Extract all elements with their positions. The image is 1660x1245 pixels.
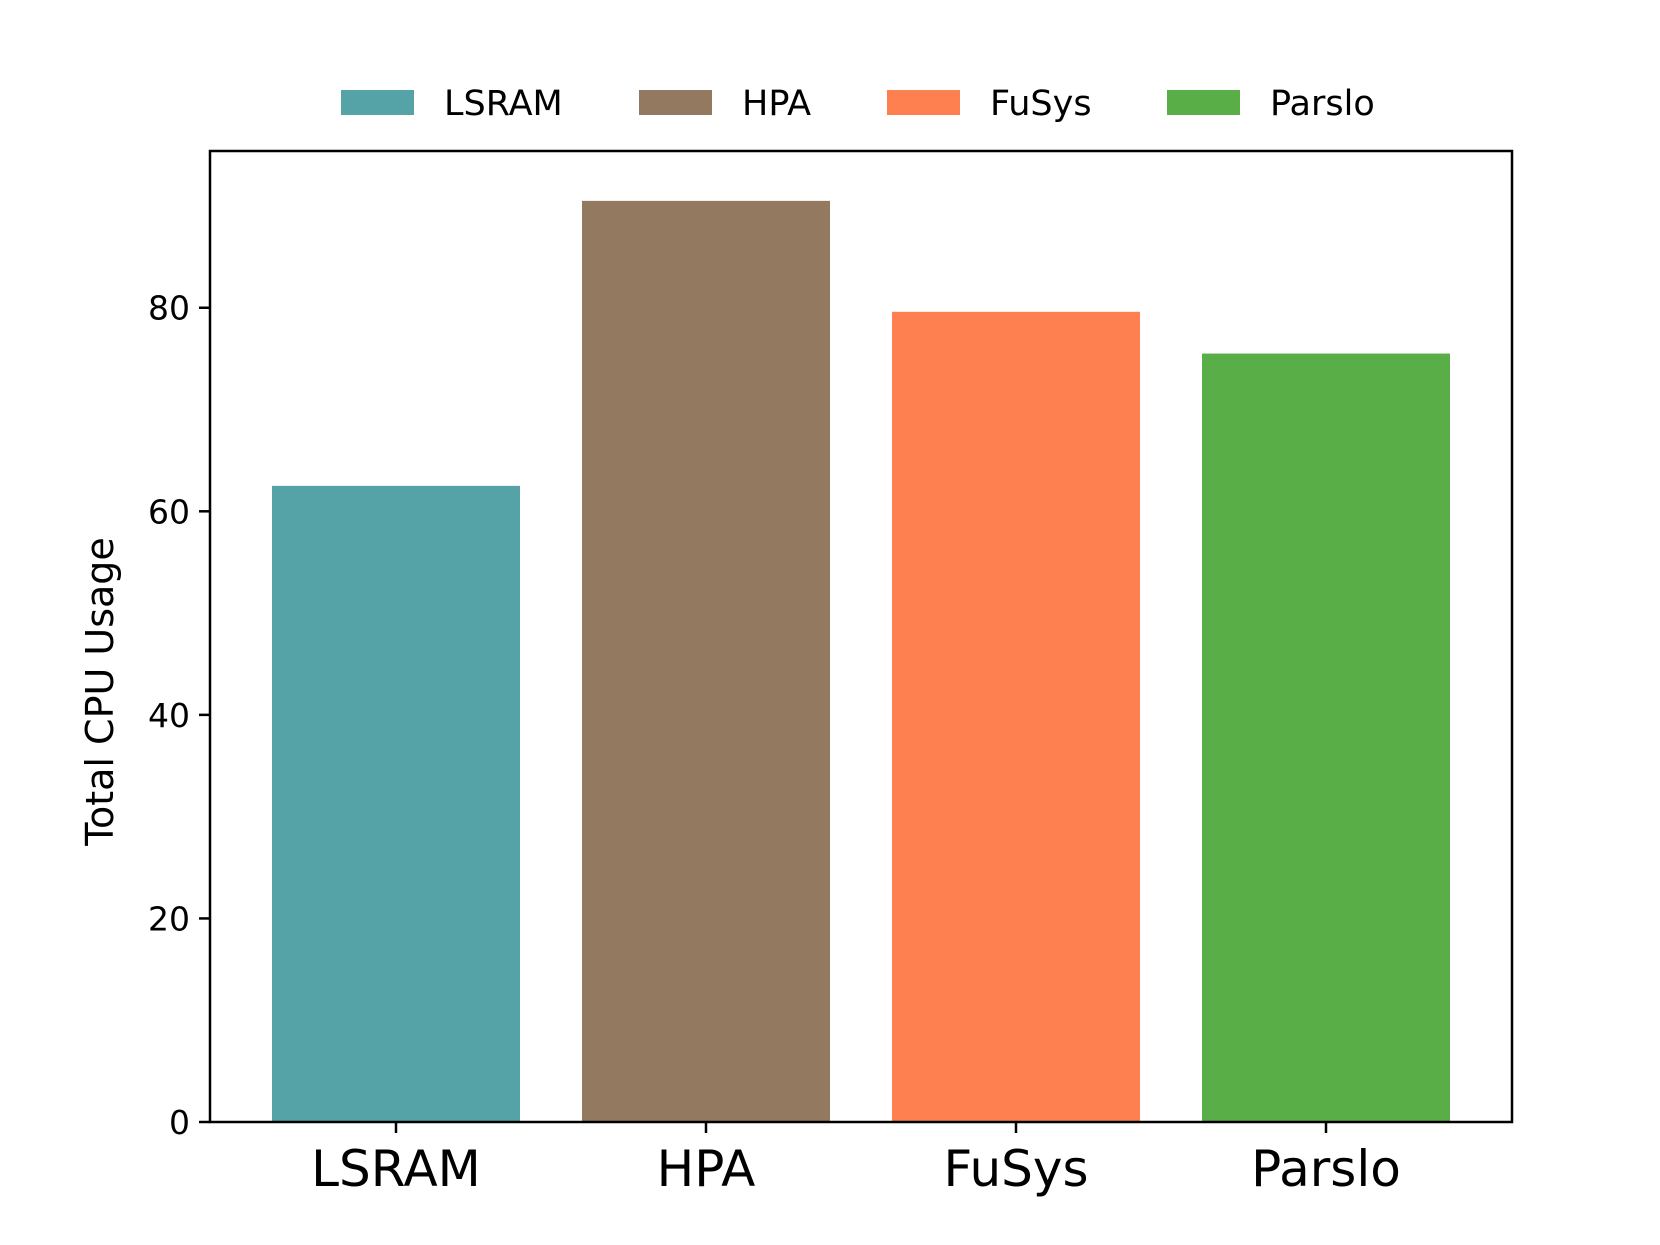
legend-swatch-fusys	[887, 90, 960, 115]
bars	[272, 200, 1450, 1122]
x-tick-label: HPA	[657, 1140, 756, 1198]
x-tick-label: Parslo	[1251, 1140, 1401, 1198]
y-tick-label: 0	[169, 1103, 190, 1142]
y-tick-label: 80	[148, 289, 190, 328]
y-axis: 0 20 40 60 80	[148, 289, 210, 1142]
legend-label-lsram: LSRAM	[444, 84, 563, 124]
bar-lsram	[272, 485, 520, 1122]
legend-swatch-lsram	[341, 90, 414, 115]
bar-parslo	[1202, 353, 1450, 1122]
y-tick-label: 40	[148, 696, 190, 735]
x-axis: LSRAM HPA FuSys Parslo	[311, 1122, 1401, 1198]
plot-frame	[208, 149, 1514, 1124]
legend-swatch-parslo	[1167, 90, 1240, 115]
bar-fusys	[892, 311, 1140, 1122]
legend: LSRAM HPA FuSys Parslo	[341, 84, 1375, 124]
y-axis-title: Total CPU Usage	[78, 537, 122, 847]
bar-hpa	[582, 200, 830, 1122]
x-tick-label: FuSys	[943, 1140, 1088, 1198]
legend-label-hpa: HPA	[742, 84, 811, 124]
legend-label-parslo: Parslo	[1270, 84, 1375, 124]
y-tick-label: 60	[148, 492, 190, 531]
legend-label-fusys: FuSys	[990, 84, 1092, 124]
x-tick-label: LSRAM	[311, 1140, 481, 1198]
y-tick-label: 20	[148, 899, 190, 938]
legend-swatch-hpa	[639, 90, 712, 115]
